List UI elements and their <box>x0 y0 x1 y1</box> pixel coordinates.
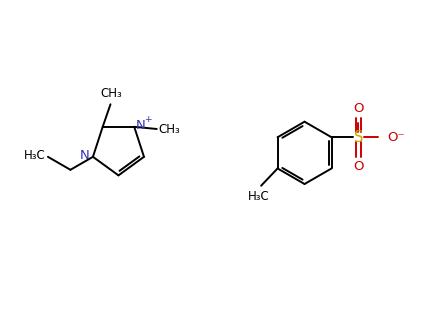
Text: N: N <box>80 150 89 162</box>
Text: O⁻: O⁻ <box>387 131 405 144</box>
Text: O: O <box>353 160 364 173</box>
Text: CH₃: CH₃ <box>158 123 180 136</box>
Text: O: O <box>353 102 364 115</box>
Text: H₃C: H₃C <box>24 150 46 162</box>
Text: S: S <box>354 130 363 145</box>
Text: CH₃: CH₃ <box>100 87 122 99</box>
Text: +: + <box>144 115 152 124</box>
Text: H₃C: H₃C <box>248 190 270 203</box>
Text: N: N <box>136 120 146 132</box>
